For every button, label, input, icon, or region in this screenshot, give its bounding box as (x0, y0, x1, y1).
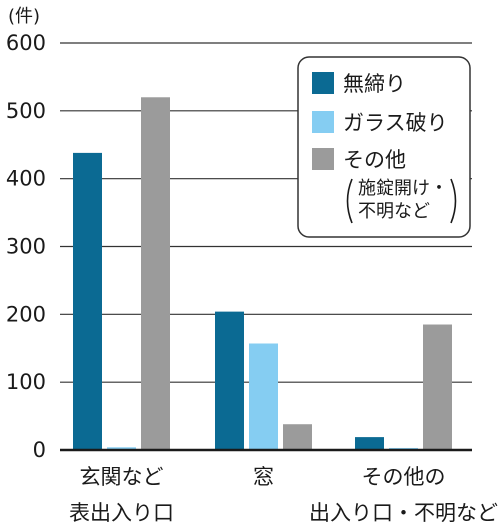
bar-series1-category2 (215, 311, 244, 450)
legend-note-open-bracket (346, 178, 353, 224)
legend-note: 施錠開け・不明など (346, 178, 457, 224)
bar-series3-category2 (283, 424, 312, 450)
legend-box (297, 56, 471, 238)
bar-series1-category1 (73, 152, 102, 450)
y-tick-label-100: 100 (6, 370, 46, 394)
y-tick-label-600: 600 (6, 31, 46, 55)
y-axis-unit-label: (件) (8, 6, 40, 27)
bar-series1-category3 (355, 437, 384, 450)
y-tick-label-300: 300 (6, 235, 46, 259)
bars (73, 97, 452, 451)
legend-swatch-3 (312, 148, 334, 170)
legend-label-3: その他 (343, 148, 406, 172)
bar-series2-category2 (249, 343, 278, 450)
x-axis-category-labels: 玄関など表出入り口 窓 その他の出入り口・不明など (69, 465, 498, 525)
legend-note-line-2: 不明など (358, 201, 430, 222)
gridlines (60, 42, 472, 383)
legend-note-close-bracket (450, 178, 457, 224)
bar-series3-category3 (423, 324, 452, 450)
legend-label-2: ガラス破り (343, 111, 448, 135)
y-tick-label-0: 0 (33, 438, 46, 462)
y-tick-label-200: 200 (6, 302, 46, 326)
legend-swatch-1 (312, 72, 334, 94)
category-label-1: 玄関など表出入り口 (69, 465, 174, 525)
legend-swatch-2 (312, 111, 334, 133)
y-tick-label-500: 500 (6, 99, 46, 123)
bar-series3-category1 (141, 97, 170, 451)
bar-series2-category1 (107, 447, 136, 450)
y-tick-label-400: 400 (6, 167, 46, 191)
category-label-3: その他の出入り口・不明など (309, 465, 498, 525)
legend-note-line-1: 施錠開け・ (358, 178, 448, 199)
legend-label-1: 無締り (343, 72, 406, 96)
category-label-2: 窓 (253, 465, 274, 489)
y-axis-ticks: 0 100 200 300 400 500 600 (6, 31, 46, 462)
